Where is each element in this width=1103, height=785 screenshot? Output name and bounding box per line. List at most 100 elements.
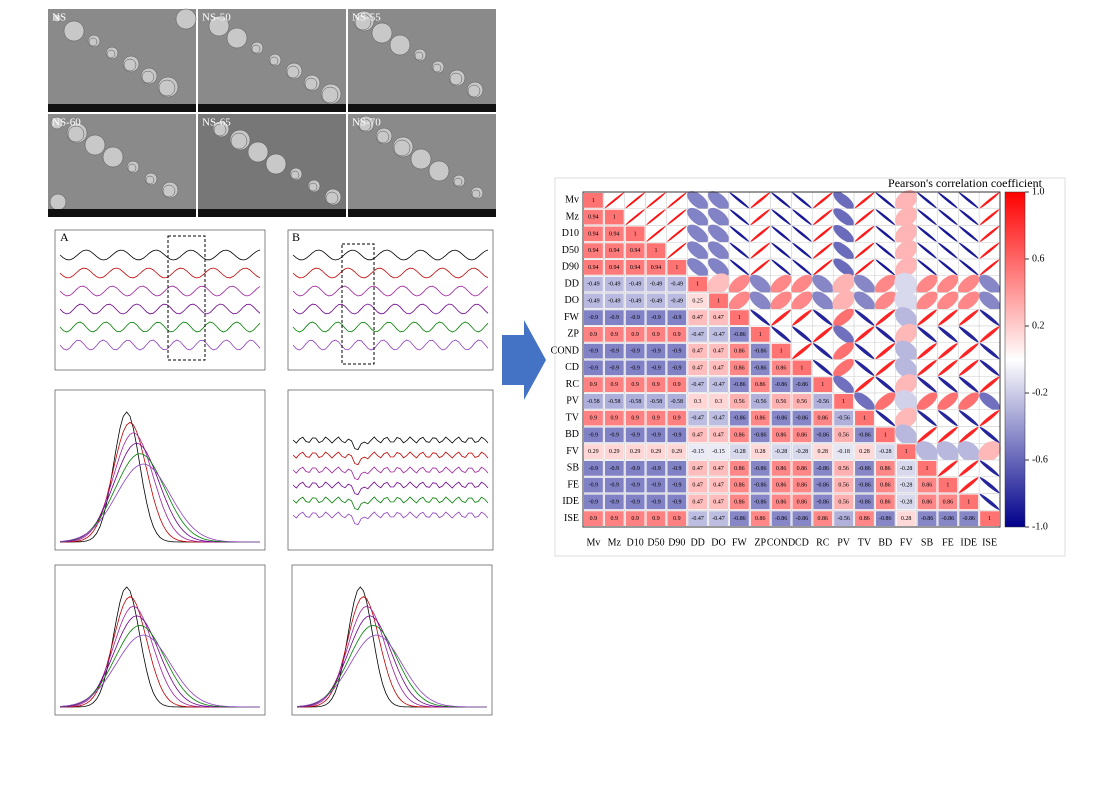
corr-cell [771, 360, 791, 376]
corr-cell [604, 293, 624, 309]
corr-cell [792, 477, 812, 493]
corr-ellipse [708, 258, 730, 277]
corr-value: -0.28 [900, 499, 913, 505]
corr-cell [604, 377, 624, 392]
corr-value: 0.86 [880, 499, 891, 505]
corr-value: 0.47 [713, 483, 724, 489]
corr-cell [709, 360, 728, 376]
row-label: CD [565, 362, 579, 373]
corr-value: -0.58 [671, 399, 684, 405]
corr-ellipse [646, 225, 666, 242]
corr-value: -0.49 [650, 282, 663, 288]
corr-ellipse [812, 343, 833, 360]
corr-ellipse [894, 307, 918, 329]
corr-value: 0.56 [797, 399, 808, 405]
corr-cell [709, 477, 728, 493]
col-label: FW [732, 537, 748, 548]
particle [208, 15, 230, 37]
corr-ellipse [938, 259, 958, 276]
particle [428, 160, 450, 182]
col-label: IDE [960, 537, 977, 548]
corr-value: 1 [884, 432, 887, 438]
corr-ellipse [979, 259, 1000, 276]
corr-value: -0.9 [589, 432, 599, 438]
corr-ellipse [979, 343, 1000, 360]
corr-value: -0.9 [630, 499, 640, 505]
corr-value: -0.18 [837, 449, 850, 455]
corr-ellipse [894, 340, 918, 362]
thumb-axes [291, 564, 493, 716]
corr-cell [625, 494, 645, 510]
particle [63, 20, 85, 42]
col-label: COND [767, 537, 795, 548]
corr-value: 0.9 [652, 416, 660, 422]
particle [325, 191, 339, 205]
col-label: TV [858, 537, 872, 548]
corr-ellipse [979, 359, 1000, 376]
corr-cell [625, 243, 645, 258]
corr-ellipse [729, 209, 750, 226]
thumb-curve [292, 481, 489, 496]
corr-value: -0.86 [754, 499, 767, 505]
corr-value: -0.86 [879, 516, 892, 522]
corr-ellipse [750, 209, 770, 226]
corr-ellipse [894, 240, 918, 262]
corr-cell [709, 310, 728, 325]
highlight-box [341, 243, 375, 365]
corr-value: -0.86 [754, 483, 767, 489]
corr-cell [667, 327, 687, 342]
thumb-curve [59, 605, 260, 708]
particle [141, 70, 155, 84]
corr-value: 0.86 [776, 499, 787, 505]
corr-value: -0.9 [589, 365, 599, 371]
corr-value: -0.86 [817, 466, 830, 472]
corr-cell [667, 377, 687, 392]
corr-value: 0.94 [609, 231, 620, 237]
corr-value: 0.56 [838, 466, 849, 472]
corr-value: 0.28 [755, 449, 766, 455]
corr-value: 0.56 [838, 483, 849, 489]
thumb-curve [296, 605, 487, 708]
corr-value: -0.49 [671, 298, 684, 304]
row-label: DD [565, 278, 579, 289]
corr-ellipse [894, 206, 918, 228]
corr-cell [917, 511, 937, 526]
corr-value: 0.94 [630, 265, 641, 271]
colorbar-tick-label: -0.2 [1032, 387, 1048, 398]
corr-ellipse [917, 242, 937, 259]
corr-ellipse [813, 225, 833, 242]
corr-cell [688, 394, 708, 409]
corr-cell [917, 477, 937, 493]
corr-ellipse [979, 426, 1000, 443]
corr-cell [771, 343, 791, 359]
corr-ellipse [771, 209, 791, 226]
thumb-curve [59, 634, 260, 708]
corr-value: 0.29 [651, 449, 662, 455]
thumb-curve [296, 634, 487, 708]
corr-value: -0.56 [754, 399, 767, 405]
corr-value: 0.86 [797, 483, 808, 489]
corr-cell [688, 427, 708, 443]
panel-label: B [292, 230, 300, 244]
corr-value: 0.86 [880, 483, 891, 489]
corr-value: -0.9 [610, 483, 620, 489]
corr-ellipse [938, 192, 958, 209]
corr-ellipse [979, 392, 1000, 411]
corr-value: -0.86 [754, 365, 767, 371]
corr-cell [646, 427, 666, 443]
corr-ellipse [854, 309, 875, 326]
corr-ellipse [978, 441, 1001, 463]
corr-value: 0.94 [588, 231, 599, 237]
corr-cell [813, 377, 833, 392]
corr-ellipse [958, 326, 979, 343]
corr-cell [625, 410, 645, 426]
corr-cell [625, 427, 645, 443]
corr-ellipse [687, 191, 709, 210]
corr-value: 0.86 [734, 365, 745, 371]
corr-value: 0.56 [838, 499, 849, 505]
corr-cell [750, 327, 770, 342]
thumb-curve [59, 321, 261, 333]
particle [162, 184, 176, 198]
corr-value: 0.9 [590, 416, 598, 422]
